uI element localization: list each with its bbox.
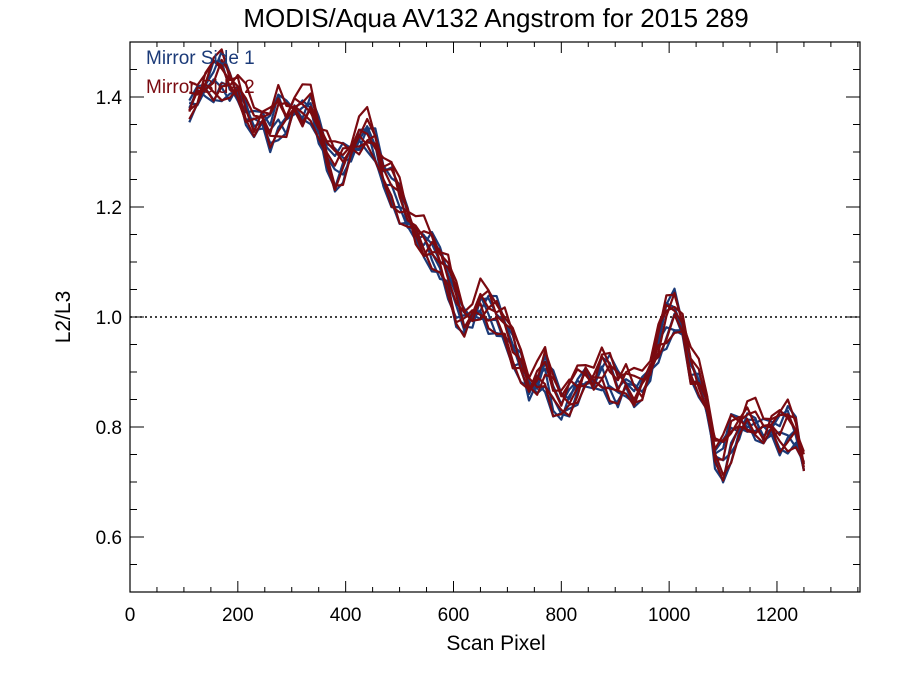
- x-tick-label: 600: [438, 605, 470, 626]
- y-axis: 0.6 0.8 1.0 1.2 1.4: [96, 69, 860, 565]
- x-tick-label: 200: [222, 605, 254, 626]
- series-layer: [188, 48, 805, 484]
- series-line: [188, 50, 805, 471]
- x-tick-label: 400: [330, 605, 362, 626]
- y-tick-label: 1.0: [96, 308, 122, 329]
- x-tick-label: 1200: [756, 605, 798, 626]
- series-line: [188, 58, 805, 472]
- series-line: [188, 82, 805, 476]
- y-axis-label: L2/L3: [52, 291, 75, 344]
- legend-item-mirror-side-1: Mirror Side 1: [146, 48, 255, 69]
- legend-item-mirror-side-2: Mirror Side 2: [146, 77, 255, 98]
- series-mirror-side-2: [188, 48, 805, 482]
- x-axis: 0 200 400 600 800 1000 1200: [125, 42, 859, 626]
- x-axis-label: Scan Pixel: [446, 632, 545, 655]
- series-line: [189, 48, 805, 465]
- chart-title: MODIS/Aqua AV132 Angstrom for 2015 289: [243, 3, 748, 33]
- x-tick-label: 800: [545, 605, 577, 626]
- y-tick-label: 1.2: [96, 198, 122, 219]
- y-tick-label: 0.6: [96, 528, 122, 549]
- series-line: [188, 59, 805, 452]
- series-line: [188, 59, 805, 455]
- x-tick-label: 0: [125, 605, 136, 626]
- legend: Mirror Side 1 Mirror Side 2: [146, 48, 255, 98]
- y-tick-label: 0.8: [96, 418, 122, 439]
- x-tick-label: 1000: [648, 605, 690, 626]
- y-tick-label: 1.4: [96, 88, 123, 109]
